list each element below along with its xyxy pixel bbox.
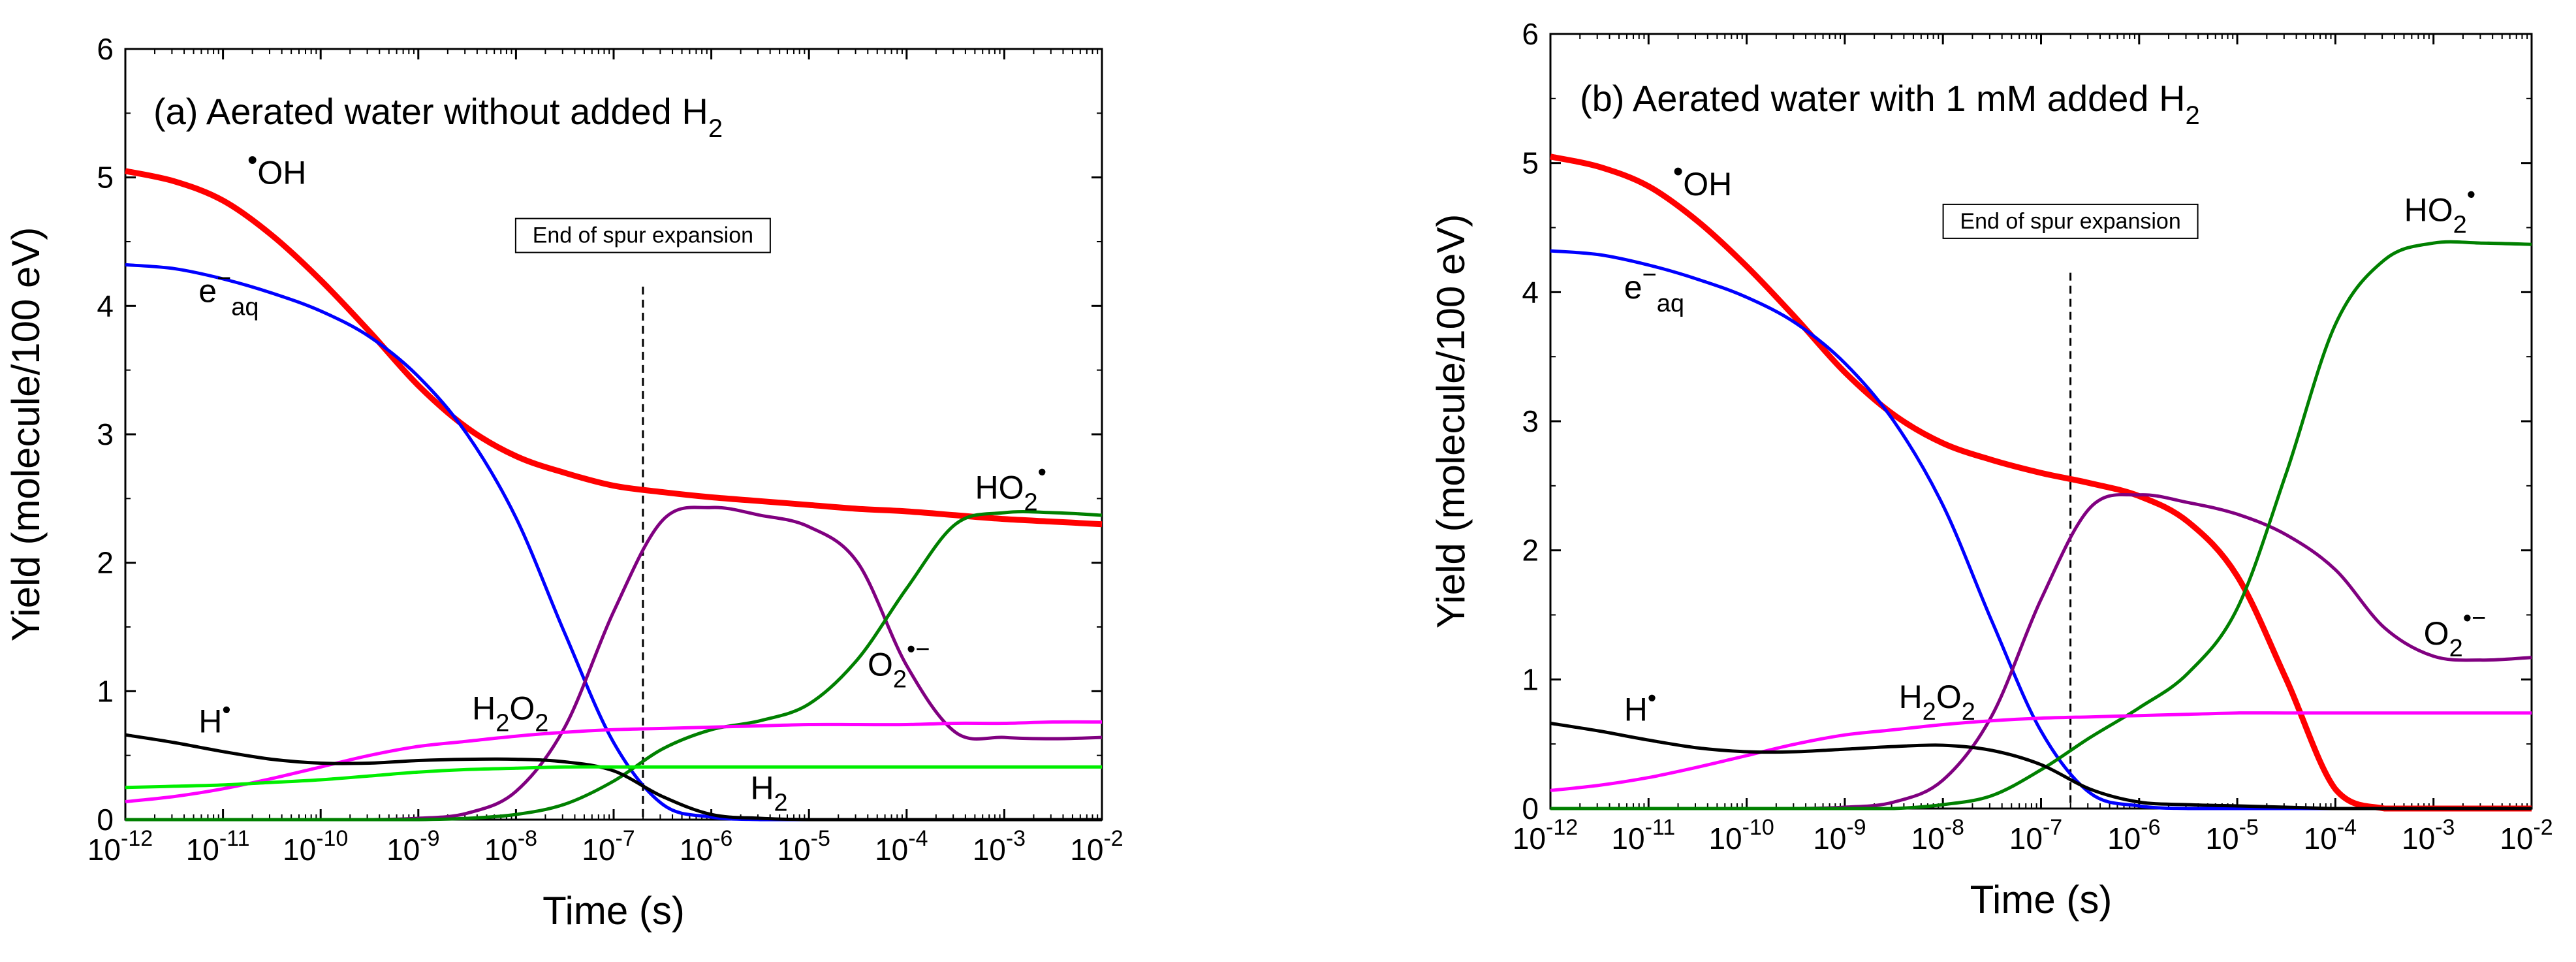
x-axis-label: Time (s)	[1970, 878, 2113, 922]
y-tick-label: 2	[97, 546, 114, 580]
x-axis-label: Time (s)	[542, 889, 685, 933]
x-tick-label: 10-10	[1708, 815, 1774, 856]
species-label-ho2: HO2•	[975, 458, 1046, 516]
annotation-box	[1942, 203, 2199, 239]
y-tick-label: 3	[1522, 404, 1539, 438]
series-line-eaq	[1550, 249, 2532, 810]
species-label-oh: •OH	[1673, 155, 1732, 202]
species-label-h: H•	[198, 696, 230, 739]
y-axis-label: Yield (molecule/100 eV)	[4, 227, 48, 642]
y-tick-label: 5	[1522, 146, 1539, 180]
x-tick-label: 10-4	[875, 826, 928, 867]
series-line-h2o2	[125, 720, 1103, 803]
species-label-o2: O2•−	[2424, 605, 2487, 662]
panel-b-chart: 10-12 10-11 10-10 10-9 10-8 10-7 10-6 10-5 10-4 1…	[1429, 17, 2553, 922]
species-label-oh: •OH	[247, 144, 306, 191]
y-tick-label: 6	[97, 32, 114, 66]
x-tick-label: 10-5	[2205, 815, 2258, 856]
series-line-h	[125, 733, 1102, 822]
series-line-ho2	[1550, 240, 2532, 810]
species-label-h2o2: H2O2	[1899, 679, 1975, 726]
series-line-h2	[125, 765, 1102, 790]
y-axis-label: Yield (molecule/100 eV)	[1429, 214, 1473, 629]
x-tick-label: 10-12	[87, 826, 153, 867]
series-line-oh	[125, 168, 1103, 528]
annotation-box	[514, 217, 771, 253]
y-tick-label: 5	[97, 161, 114, 195]
y-tick-label: 4	[1522, 275, 1539, 309]
species-label-h2: H2	[750, 770, 787, 817]
x-tick-label: 10-3	[2402, 815, 2455, 856]
series-line-o2	[1550, 493, 2532, 810]
annotation-label: End of spur expansion	[533, 223, 753, 248]
x-tick-label: 10-2	[1070, 826, 1123, 867]
series-line-h2o2	[1550, 711, 2532, 792]
species-label-h: H•	[1624, 685, 1656, 728]
species-label-eaq: e−aq	[198, 265, 259, 321]
y-tick-label: 6	[1522, 17, 1539, 51]
plot-frame	[1549, 33, 2533, 810]
x-tick-label: 10-7	[582, 826, 635, 867]
x-tick-label: 10-2	[2500, 815, 2552, 856]
series-line-h	[1550, 722, 2532, 810]
x-tick-label: 10-4	[2304, 815, 2357, 856]
y-tick-label: 2	[1522, 534, 1539, 568]
x-tick-label: 10-8	[1911, 815, 1964, 856]
panel-title: (a) Aerated water without added H2	[153, 91, 723, 143]
panel-a-chart: 10-12 10-11 10-10 10-9 10-8 10-7 10-6 10-5 10-4 1…	[4, 32, 1123, 933]
y-tick-label: 1	[1522, 662, 1539, 696]
x-tick-label: 10-8	[484, 826, 537, 867]
species-label-h2o2: H2O2	[472, 690, 548, 737]
x-tick-label: 10-5	[777, 826, 830, 867]
species-label-ho2: HO2•	[2404, 182, 2475, 239]
x-tick-label: 10-6	[2107, 815, 2160, 856]
x-tick-label: 10-11	[1611, 815, 1675, 856]
species-label-eaq: e−aq	[1624, 261, 1684, 317]
series-line-ho2	[125, 510, 1103, 822]
y-tick-label: 3	[97, 417, 114, 451]
y-tick-label: 4	[97, 289, 114, 323]
species-label-o2: O2•−	[868, 636, 930, 694]
annotation-label: End of spur expansion	[1960, 209, 2180, 234]
series-line-oh	[1550, 153, 2532, 812]
y-tick-label: 0	[1522, 792, 1539, 826]
x-tick-label: 10-11	[186, 826, 250, 867]
y-tick-label: 0	[97, 803, 114, 837]
series-line-o2	[125, 505, 1103, 822]
y-tick-label: 1	[97, 674, 114, 708]
panel-title: (b) Aerated water with 1 mM added H2	[1580, 78, 2200, 130]
x-tick-label: 10-9	[1813, 815, 1866, 856]
x-tick-label: 10-10	[283, 826, 348, 867]
x-tick-label: 10-6	[680, 826, 732, 867]
series-line-eaq	[125, 263, 1102, 822]
x-tick-label: 10-12	[1513, 815, 1578, 856]
x-tick-label: 10-9	[386, 826, 439, 867]
x-tick-label: 10-3	[973, 826, 1026, 867]
x-tick-label: 10-7	[2009, 815, 2062, 856]
